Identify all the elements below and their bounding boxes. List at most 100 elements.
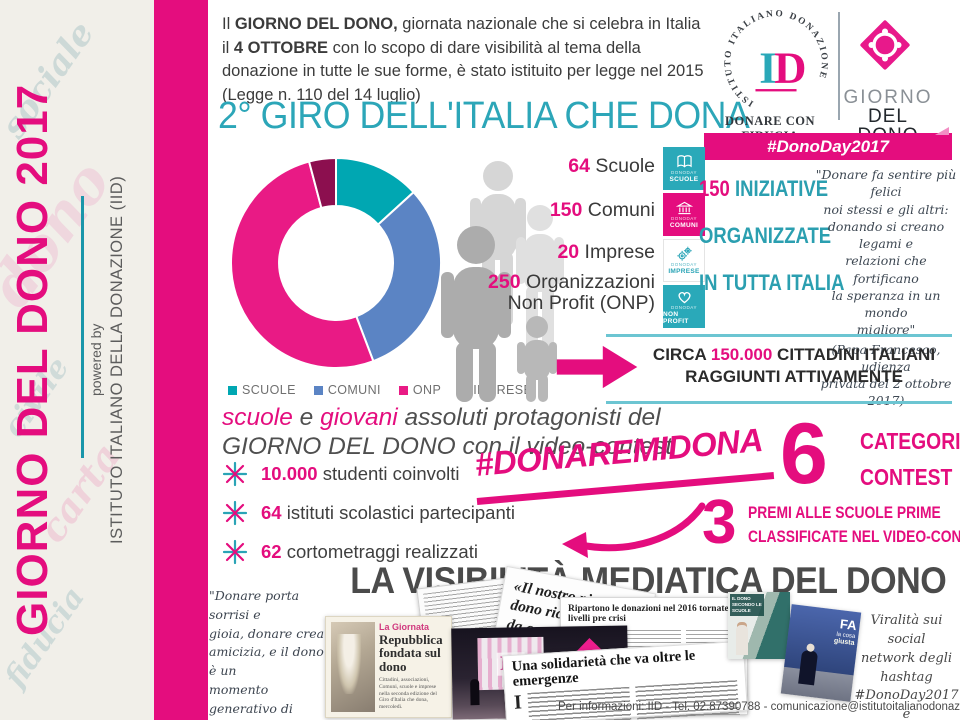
bullet-value: 62	[261, 541, 282, 562]
stat-value: 20	[557, 241, 580, 263]
bullet-value: 64	[261, 502, 282, 523]
divider-line	[606, 401, 952, 404]
tv-screenshot-scuole: IL DONO SECONDO LE SCUOLE	[728, 592, 790, 659]
stat-label: Organizzazioni Non Profit (ONP)	[507, 271, 655, 315]
prizes-label1: PREMI ALLE SCUOLE PRIME	[748, 504, 941, 522]
giorno-del-dono-logo-icon	[860, 20, 910, 70]
divider-line	[606, 334, 952, 337]
iniziative-number: 150	[699, 176, 730, 201]
stat-imprese: 20 Imprese	[458, 241, 655, 263]
iid-letter-d: D	[774, 43, 806, 93]
person-child	[517, 316, 557, 402]
reach-suffix: CITTADINI ITALIANI	[772, 345, 936, 364]
intro-bold: 4 OTTOBRE	[233, 38, 329, 57]
bullet-text: 10.000 studenti coinvolti	[261, 463, 460, 485]
asterisk-icon	[222, 461, 248, 487]
tile-brand: DONODAY	[671, 216, 697, 221]
person-silhouette	[470, 679, 480, 706]
tile-imprese: DONODAY IMPRESE	[663, 239, 705, 282]
tile-label: IMPRESE	[668, 268, 700, 275]
book-icon	[676, 155, 692, 168]
gdd-line1: GIORNO	[843, 87, 933, 108]
newspaper-kicker: La Giornata	[379, 622, 430, 632]
press-clipping-repubblica: La Giornata Repubblica fondata sul dono …	[325, 616, 452, 718]
prizes-number: 3	[702, 488, 737, 557]
bullet-text: 64 istituti scolastici partecipanti	[261, 502, 515, 524]
reach-statement: CIRCA 150.000 CITTADINI ITALIANI RAGGIUN…	[635, 344, 953, 388]
tile-brand: DONODAY	[671, 304, 697, 310]
tv-title-line: giusta	[833, 637, 855, 647]
legend-item-onp: ONP	[398, 383, 441, 397]
iid-logo: ISTITUTO ITALIANO DONAZIONE I D	[723, 9, 827, 108]
quote-attribution: (Papa Francesco, udienza privata del 2 o…	[820, 341, 952, 409]
newspaper-photo	[331, 622, 375, 712]
bullet-cortometraggi: 62 cortometraggi realizzati	[222, 539, 478, 565]
people-silhouettes-graphic	[441, 161, 564, 402]
tv-screenshot-fa-la-cosa-giusta: FA la cosa giusta	[780, 604, 862, 702]
protagonists-statement: scuole e giovani assoluti protagonisti d…	[222, 404, 672, 462]
quote-text: "Donare fa sentire più felici noi stessi…	[815, 167, 957, 338]
bank-icon	[675, 201, 693, 215]
stat-comuni: 150 Comuni	[458, 199, 655, 221]
heart-icon	[677, 291, 691, 303]
stat-label: Scuole	[589, 155, 655, 177]
tile-comuni: DONODAY COMUNI	[663, 193, 705, 236]
protagonists-line1: scuole e giovani assoluti protagonisti d…	[222, 404, 672, 433]
intro-text: Il	[222, 15, 235, 33]
bullet-label: cortometraggi realizzati	[281, 541, 478, 562]
donut-slice-onp	[230, 160, 375, 369]
reach-line1: CIRCA 150.000 CITTADINI ITALIANI	[635, 344, 953, 366]
quote-text: "Donare porta sorrisi e gioia, donare cr…	[209, 588, 335, 720]
contest-label2: CONTEST	[860, 464, 953, 490]
prizes-label2: CLASSIFICATE NEL VIDEO-CONTEST	[748, 528, 960, 546]
asterisk-icon	[222, 500, 248, 526]
iid-underline	[755, 89, 797, 92]
intro-bold: GIORNO DEL DONO,	[234, 15, 398, 33]
stat-value: 150	[549, 199, 583, 221]
intro-paragraph: Il GIORNO DEL DONO, giornata nazionale c…	[222, 13, 708, 107]
article-headline: Ripartono le donazioni nel 2016 tornate …	[568, 604, 739, 625]
intro-text: giornata nazionale che si celebra in Ita…	[222, 15, 701, 57]
iid-letter-i: I	[759, 43, 776, 93]
newspaper-text: La Giornata Repubblica fondata sul dono …	[379, 622, 446, 712]
contest-number: 6	[780, 406, 828, 502]
mattarella-quote: "Donare porta sorrisi e gioia, donare cr…	[209, 587, 335, 720]
logo-divider	[838, 12, 840, 120]
person-silhouette	[798, 649, 819, 686]
tile-label: NON PROFIT	[663, 310, 689, 325]
highlight-word: scuole	[222, 404, 293, 431]
stat-label: Comuni	[582, 199, 655, 221]
gears-icon	[676, 246, 692, 261]
curved-arrow-icon	[562, 502, 706, 558]
donut-slice-comuni	[354, 190, 442, 363]
stat-value: 250	[488, 271, 521, 293]
donoday-hashtag-banner: #DonoDay2017	[704, 127, 952, 160]
iniziative-word: INIZIATIVE	[729, 176, 829, 201]
tile-label: COMUNI	[669, 222, 699, 229]
legend-swatch	[228, 385, 237, 395]
iniziative-line2: ORGANIZZATE	[699, 223, 832, 248]
event-title-vertical: GIORNO DEL DONO 2017	[8, 83, 57, 637]
intro-text: con lo scopo di dare visibilità al tema …	[222, 38, 704, 104]
stat-value: 64	[568, 155, 590, 177]
bullet-label: istituti scolastici partecipanti	[281, 502, 515, 523]
contest-label1: CATEGORIE	[860, 428, 960, 454]
reach-line2: RAGGIUNTI ATTIVAMENTE	[685, 366, 903, 386]
legend-item-scuole: SCUOLE	[228, 383, 296, 397]
newspaper-headline: Repubblica fondata sul dono	[379, 632, 443, 674]
stat-scuole: 64 Scuole	[458, 155, 655, 177]
papa-francesco-quote: "Donare fa sentire più felici noi stessi…	[812, 166, 960, 410]
powered-by-label: powered by	[88, 323, 104, 397]
tv-caption: IL DONO SECONDO LE SCUOLE	[730, 594, 764, 616]
organization-name-vertical: ISTITUTO ITALIANO DELLA DONAZIONE (IID)	[108, 175, 126, 545]
page-title: 2° GIRO DELL'ITALIA CHE DONA	[218, 95, 750, 137]
pink-accent-bar	[154, 0, 208, 720]
legend-swatch	[398, 385, 408, 395]
donut-chart	[230, 156, 442, 369]
tile-non-profit: DONODAY NON PROFIT	[663, 285, 705, 328]
bullet-label: studenti coinvolti	[317, 463, 460, 484]
stat-label: Imprese	[579, 241, 655, 263]
virality-note: Viralità sui social network degli hashta…	[854, 613, 959, 720]
legend-swatch	[313, 385, 323, 395]
tile-brand: DONODAY	[671, 262, 697, 267]
